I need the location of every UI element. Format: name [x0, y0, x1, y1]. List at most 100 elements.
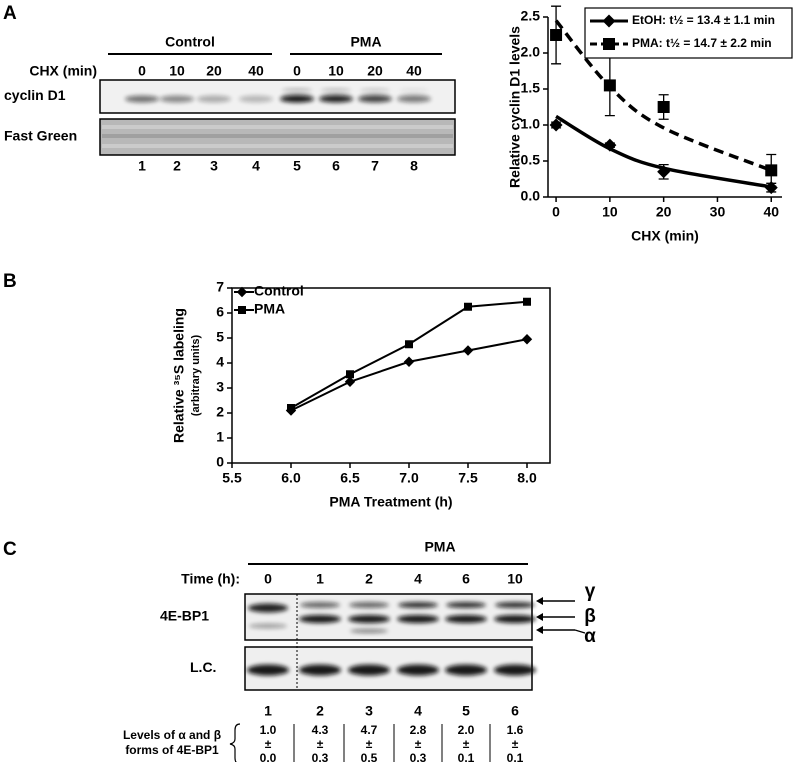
row-label: cyclin D1 — [4, 87, 66, 103]
brace — [229, 723, 241, 762]
band-label: γ — [585, 581, 596, 602]
time-label: Time (h): — [181, 571, 240, 587]
blot-band — [299, 664, 341, 676]
blot-band — [360, 94, 390, 98]
blot-band — [319, 95, 353, 103]
y-tick-label: 7 — [216, 279, 224, 295]
y-axis-label: Relative cyclin D1 levels — [507, 26, 523, 188]
x-axis-label: CHX (min) — [631, 228, 699, 244]
lane-number: 5 — [462, 703, 470, 719]
blot-band — [247, 664, 289, 676]
marker — [603, 38, 615, 50]
marker — [287, 404, 295, 412]
row-label: 4E-BP1 — [160, 608, 209, 624]
time-value: 40 — [406, 63, 422, 79]
lane-number: 6 — [332, 158, 340, 174]
blot-stripe — [102, 144, 453, 148]
x-tick-label: 20 — [656, 204, 672, 220]
fit-curve — [554, 19, 772, 172]
blot-band — [282, 88, 312, 92]
time-value: 10 — [169, 63, 185, 79]
lane-number: 4 — [252, 158, 260, 174]
marker — [602, 14, 616, 28]
band-label: β — [584, 606, 596, 627]
levels-value: ± — [366, 737, 373, 751]
legend-label: PMA: t½ = 14.7 ± 2.2 min — [632, 36, 772, 50]
legend-box — [584, 7, 793, 59]
marker — [236, 286, 248, 298]
levels-value: ± — [265, 737, 272, 751]
x-tick-label: 8.0 — [517, 470, 537, 486]
x-tick-label: 30 — [710, 204, 726, 220]
y-axis-sublabel: (arbitrary units) — [190, 335, 202, 417]
time-value: 0 — [264, 571, 272, 587]
levels-value: 0.3 — [312, 751, 329, 762]
blot-band — [445, 664, 487, 676]
marker — [238, 306, 246, 314]
y-tick-label: 5 — [216, 329, 224, 345]
y-tick-label: 1 — [216, 429, 224, 445]
group-label: PMA — [350, 34, 381, 50]
y-tick-label: 2.5 — [521, 8, 541, 24]
marker — [346, 370, 354, 379]
marker — [523, 297, 531, 306]
levels-value: 1.0 — [260, 723, 277, 737]
x-tick-label: 6.5 — [340, 470, 360, 486]
time-value: 1 — [316, 571, 324, 587]
lane-number: 7 — [371, 158, 379, 174]
blot-band — [321, 94, 351, 98]
y-tick-label: 0.5 — [521, 152, 541, 168]
lane-number: 3 — [365, 703, 373, 719]
time-value: 20 — [206, 63, 222, 79]
lane-number: 8 — [410, 158, 418, 174]
blot-band — [239, 95, 273, 103]
y-tick-label: 1.5 — [521, 80, 541, 96]
time-value: 2 — [365, 571, 373, 587]
marker — [405, 340, 413, 349]
lane-number: 1 — [138, 158, 146, 174]
blot-band — [197, 95, 231, 103]
blot-band — [282, 94, 312, 98]
marker — [765, 164, 778, 177]
levels-value: 0.1 — [458, 751, 475, 762]
marker — [344, 376, 356, 387]
blot-band — [299, 615, 341, 623]
blot-stripe — [102, 125, 453, 129]
time-label: CHX (min) — [29, 63, 97, 79]
fit-curve — [555, 114, 772, 189]
blot-band — [397, 664, 439, 676]
x-tick-label: 40 — [763, 204, 779, 220]
levels-value: 4.3 — [312, 723, 329, 737]
marker — [603, 79, 616, 92]
lane-number: 6 — [511, 703, 519, 719]
levels-value: 0.5 — [361, 751, 378, 762]
lane-number: 3 — [210, 158, 218, 174]
blot-band — [358, 95, 392, 103]
blot-band — [348, 615, 390, 623]
legend-label: Control — [254, 283, 304, 299]
levels-value: 2.8 — [410, 723, 427, 737]
legend-label: PMA — [254, 301, 285, 317]
levels-value: ± — [463, 737, 470, 751]
blot-band — [360, 88, 390, 92]
arrow-head — [536, 597, 543, 605]
x-tick-label: 7.0 — [399, 470, 419, 486]
marker — [603, 138, 617, 152]
blot-band — [349, 602, 389, 608]
time-value: 0 — [293, 63, 301, 79]
time-value: 20 — [367, 63, 383, 79]
blot-box — [244, 593, 533, 641]
time-value: 0 — [138, 63, 146, 79]
lane-number: 1 — [264, 703, 272, 719]
y-tick-label: 3 — [216, 379, 224, 395]
blot-box — [99, 79, 456, 114]
time-value: 40 — [248, 63, 264, 79]
lane-number: 5 — [293, 158, 301, 174]
band-pointer — [574, 629, 586, 634]
marker — [549, 118, 563, 132]
row-label: L.C. — [190, 659, 216, 675]
y-tick-label: 0.0 — [521, 188, 541, 204]
y-tick-label: 2 — [216, 404, 224, 420]
panel-label: C — [3, 539, 17, 560]
marker — [550, 29, 563, 41]
